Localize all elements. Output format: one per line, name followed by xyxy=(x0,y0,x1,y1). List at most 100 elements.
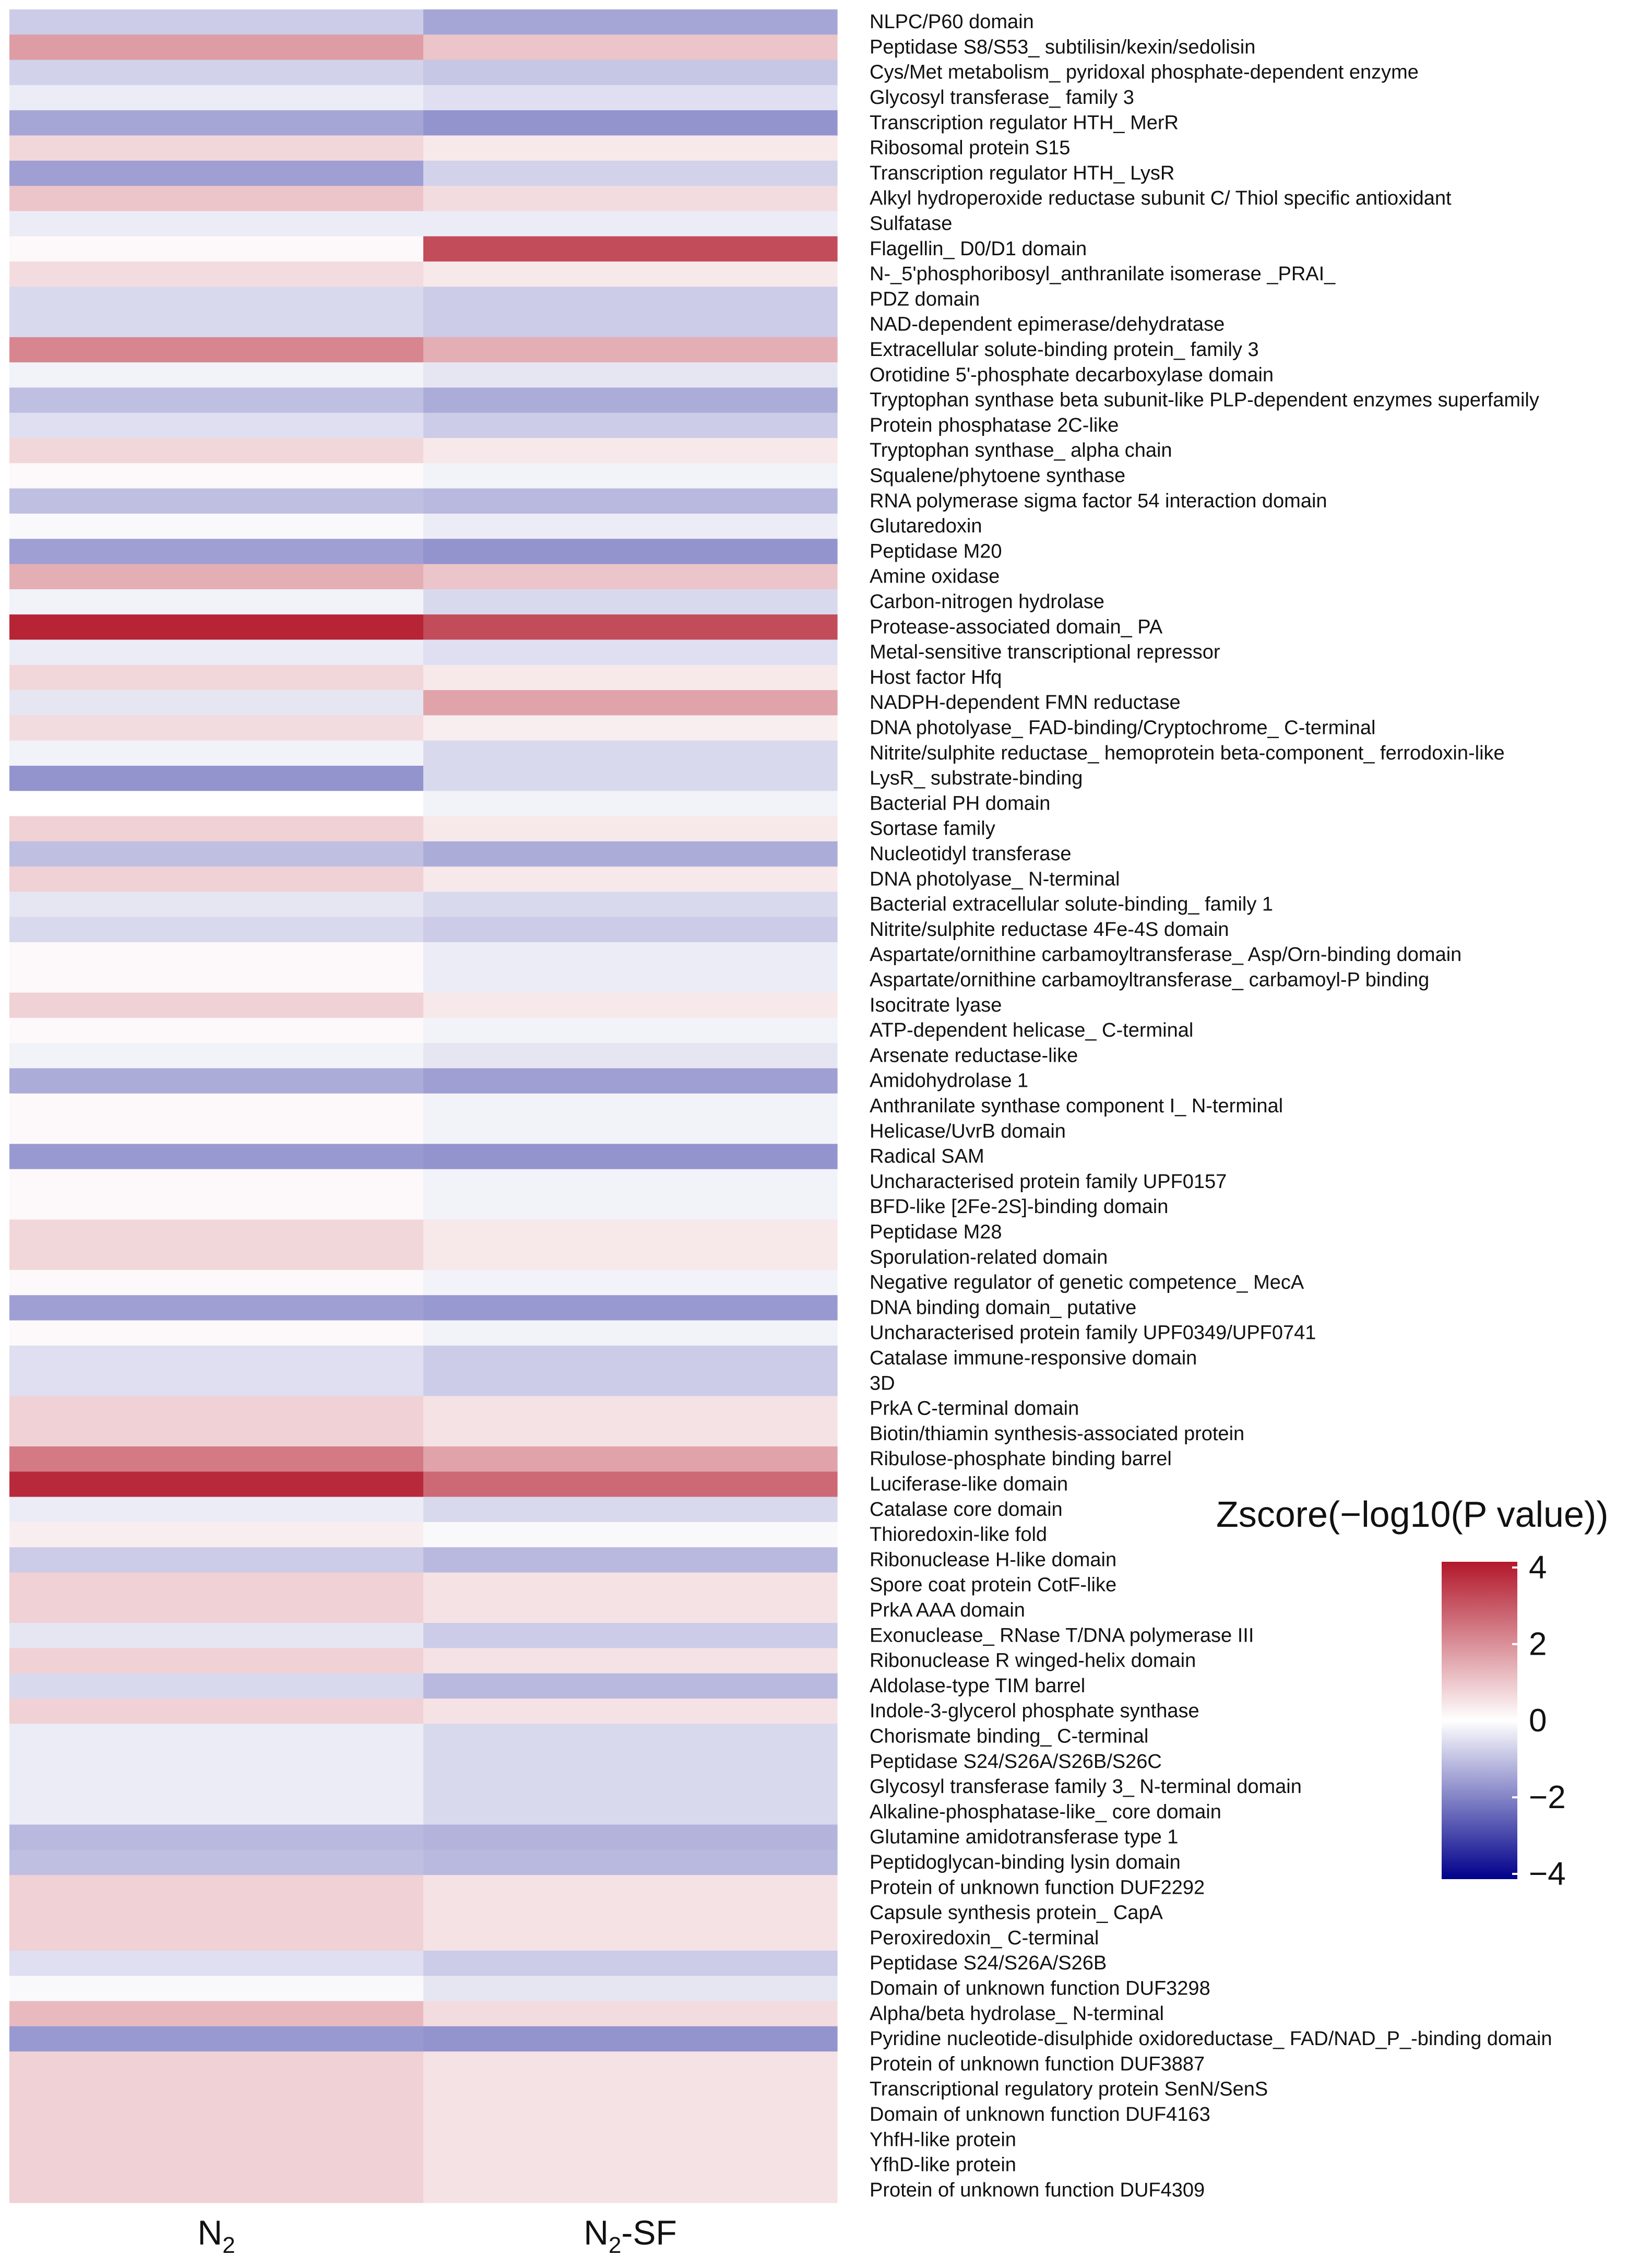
row-label: Sporulation-related domain xyxy=(870,1246,1108,1268)
heatmap-cell xyxy=(423,539,838,565)
heatmap-cell xyxy=(423,2152,838,2178)
heatmap-cell xyxy=(9,1648,424,1674)
column-label: N2 xyxy=(197,2213,235,2258)
heatmap-cell xyxy=(423,287,838,313)
row-label: Cys/Met metabolism_ pyridoxal phosphate-… xyxy=(870,62,1419,84)
heatmap-cell xyxy=(423,1572,838,1598)
heatmap-cell xyxy=(423,917,838,943)
column-labels: N2 N2-SF xyxy=(197,2213,676,2258)
heatmap-cell xyxy=(423,1043,838,1069)
row-label: Squalene/phytoene synthase xyxy=(870,465,1125,487)
heatmap-cell xyxy=(423,1699,838,1724)
row-label: YfhD-like protein xyxy=(870,2154,1016,2176)
heatmap-cell xyxy=(9,1169,424,1195)
row-label: Peptidase M20 xyxy=(870,540,1002,562)
heatmap-cell xyxy=(9,438,424,464)
color-legend: Zscore(−log10(P value)) 4 2 0 −2 −4 xyxy=(1216,1494,1609,1892)
heatmap-cell xyxy=(9,1471,424,1498)
row-label: Nitrite/sulphite reductase 4Fe-4S domain xyxy=(870,919,1229,941)
row-label: Protein of unknown function DUF4309 xyxy=(870,2179,1205,2201)
heatmap-cell xyxy=(9,160,424,186)
heatmap-cell xyxy=(9,488,424,514)
heatmap-cell xyxy=(423,1673,838,1699)
heatmap-cell xyxy=(9,866,424,893)
row-label: Pyridine nucleotide-disulphide oxidoredu… xyxy=(870,2028,1552,2050)
heatmap-cell xyxy=(9,1925,424,1951)
row-label: Ribonuclease R winged-helix domain xyxy=(870,1650,1196,1672)
heatmap-cell xyxy=(423,1951,838,1976)
row-label: Ribosomal protein S15 xyxy=(870,137,1070,159)
row-label: Isocitrate lyase xyxy=(870,994,1002,1016)
heatmap-cell xyxy=(9,211,424,237)
heatmap-cell xyxy=(423,1093,838,1119)
heatmap-cell xyxy=(423,1194,838,1220)
heatmap-cell xyxy=(9,614,424,640)
row-label: Catalase core domain xyxy=(870,1499,1063,1521)
heatmap-cell xyxy=(423,1900,838,1926)
row-label: Alkyl hydroperoxide reductase subunit C/… xyxy=(870,187,1452,209)
heatmap-cell xyxy=(423,1471,838,1498)
heatmap-cell xyxy=(423,690,838,716)
row-label: Nucleotidyl transferase xyxy=(870,843,1072,865)
row-label: Orotidine 5'-phosphate decarboxylase dom… xyxy=(870,364,1274,386)
heatmap-cell xyxy=(423,463,838,489)
heatmap-cell xyxy=(423,1522,838,1548)
heatmap-cell xyxy=(9,1699,424,1724)
heatmap-cell xyxy=(423,1421,838,1447)
heatmap-cell xyxy=(9,992,424,1018)
row-label: Amidohydrolase 1 xyxy=(870,1070,1028,1092)
heatmap-cell xyxy=(9,387,424,413)
heatmap-cell xyxy=(423,1396,838,1422)
heatmap-cell xyxy=(9,34,424,61)
row-label: NLPC/P60 domain xyxy=(870,11,1034,33)
row-label: LysR_ substrate-binding xyxy=(870,767,1083,789)
heatmap-cell xyxy=(423,1648,838,1674)
row-labels: NLPC/P60 domain Peptidase S8/S53_ subtili… xyxy=(870,11,1552,2201)
legend-tick-label: 4 xyxy=(1529,1550,1547,1586)
heatmap-cell xyxy=(9,1774,424,1800)
row-label: RNA polymerase sigma factor 54 interacti… xyxy=(870,490,1327,512)
heatmap-cell xyxy=(423,1295,838,1321)
heatmap-cell xyxy=(423,1749,838,1775)
heatmap-cell xyxy=(9,1522,424,1548)
heatmap-cell xyxy=(9,816,424,842)
row-label: Protein of unknown function DUF3887 xyxy=(870,2053,1205,2075)
row-label: Protein of unknown function DUF2292 xyxy=(870,1877,1205,1898)
row-label: PrkA C-terminal domain xyxy=(870,1398,1079,1420)
heatmap-cell xyxy=(423,564,838,590)
heatmap-cell xyxy=(9,892,424,918)
heatmap-cell xyxy=(423,589,838,615)
heatmap-cell xyxy=(9,463,424,489)
heatmap-cell xyxy=(9,2101,424,2128)
heatmap-cell xyxy=(9,1017,424,1043)
heatmap-cell xyxy=(9,236,424,262)
heatmap-cell xyxy=(423,412,838,438)
heatmap-cell xyxy=(423,1446,838,1472)
row-label: Carbon-nitrogen hydrolase xyxy=(870,591,1104,613)
row-label: Helicase/UvrB domain xyxy=(870,1120,1066,1142)
heatmap-cell xyxy=(9,1976,424,2002)
heatmap-cell xyxy=(9,1194,424,1220)
row-label: Flagellin_ D0/D1 domain xyxy=(870,238,1087,260)
heatmap-cell xyxy=(9,2152,424,2178)
heatmap-cell xyxy=(9,1345,424,1371)
row-label: DNA binding domain_ putative xyxy=(870,1297,1136,1319)
heatmap-cell xyxy=(9,740,424,766)
row-label: Exonuclease_ RNase T/DNA polymerase III xyxy=(870,1624,1254,1646)
legend-tick-label: 2 xyxy=(1529,1626,1547,1662)
row-label: Glutamine amidotransferase type 1 xyxy=(870,1826,1178,1848)
heatmap-cell xyxy=(9,2076,424,2103)
row-label: Negative regulator of genetic competence… xyxy=(870,1272,1304,1293)
heatmap-cell xyxy=(9,1320,424,1346)
heatmap-cell xyxy=(9,1144,424,1170)
heatmap-cell xyxy=(423,135,838,161)
row-label: Uncharacterised protein family UPF0349/U… xyxy=(870,1322,1316,1344)
row-label: Luciferase-like domain xyxy=(870,1473,1068,1495)
row-label: DNA photolyase_ N-terminal xyxy=(870,868,1120,890)
heatmap-cell xyxy=(423,1244,838,1270)
heatmap-cell xyxy=(423,2026,838,2052)
heatmap-cell xyxy=(423,211,838,237)
heatmap-cell xyxy=(423,1774,838,1800)
heatmap-cell xyxy=(9,917,424,943)
